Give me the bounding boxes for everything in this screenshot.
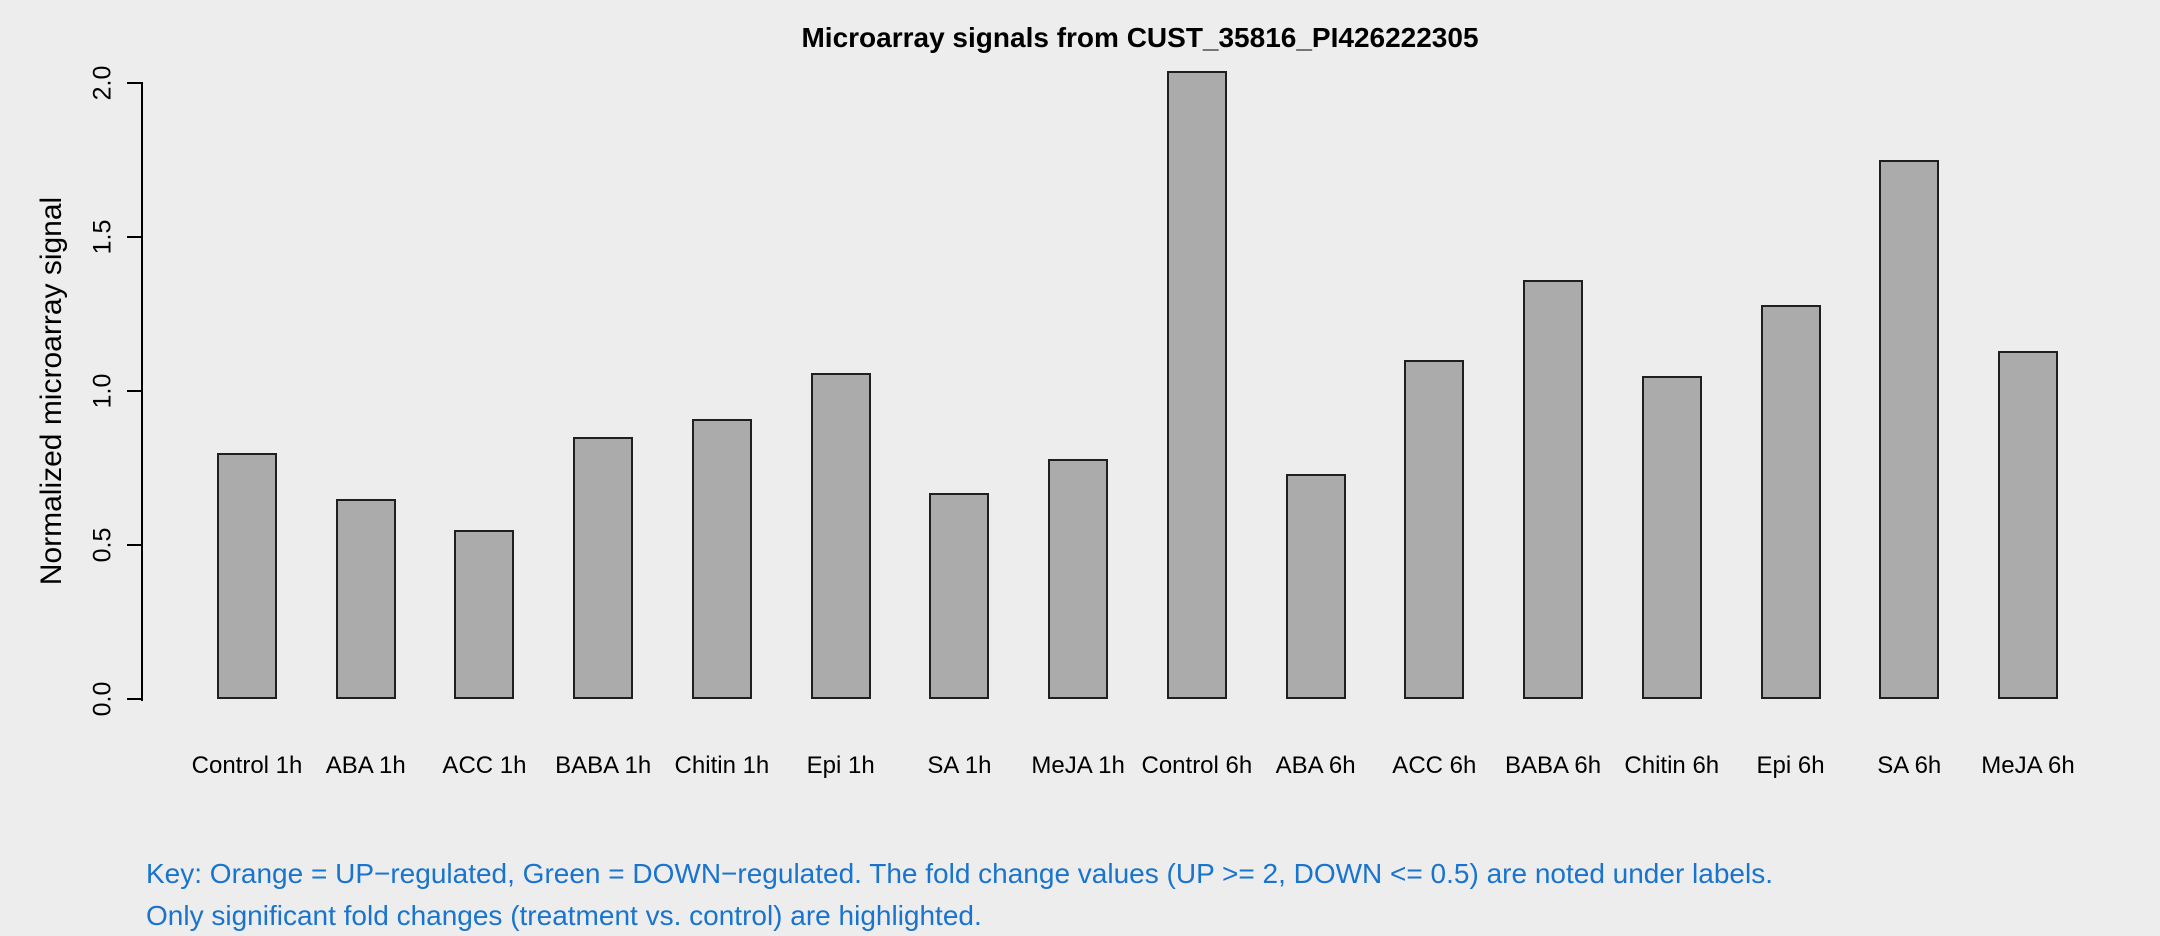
chart-title: Microarray signals from CUST_35816_PI426… (801, 22, 1479, 53)
y-tick-0.0 (127, 698, 142, 700)
x-axis-label-baba-1h: BABA 1h (555, 752, 652, 779)
x-axis-label-meja-1h: MeJA 1h (1031, 752, 1125, 779)
bar-acc-1h (454, 529, 515, 699)
y-tick-1.5 (127, 236, 142, 238)
y-tick-label-2.0: 2.0 (88, 65, 117, 101)
x-axis-label-control-6h: Control 6h (1141, 752, 1253, 779)
key-legend-line-2: Only significant fold changes (treatment… (146, 900, 982, 931)
x-axis-label-aba-6h: ABA 6h (1275, 752, 1356, 779)
bar-sa-1h (929, 492, 990, 699)
x-axis-label-aba-1h: ABA 1h (325, 752, 406, 779)
x-axis-label-sa-6h: SA 6h (1877, 752, 1942, 779)
bar-sa-6h (1879, 160, 1940, 699)
y-tick-label-0.5: 0.5 (88, 527, 117, 563)
bar-chitin-1h (691, 418, 752, 699)
y-tick-0.5 (127, 544, 142, 546)
bar-epi-6h (1760, 304, 1821, 699)
bar-meja-6h (1997, 350, 2058, 699)
x-axis-label-chitin-6h: Chitin 6h (1624, 752, 1720, 779)
x-axis-label-epi-6h: Epi 6h (1756, 752, 1825, 779)
bar-aba-6h (1285, 474, 1346, 699)
x-axis-label-acc-6h: ACC 6h (1392, 752, 1477, 779)
bar-baba-1h (573, 437, 634, 699)
bar-acc-6h (1404, 360, 1465, 699)
bar-aba-1h (335, 498, 396, 699)
y-axis-title: Normalized microarray signal (35, 196, 68, 586)
x-axis-label-control-1h: Control 1h (191, 752, 303, 779)
bar-epi-1h (810, 372, 871, 699)
bar-control-1h (217, 452, 277, 699)
y-tick-2.0 (127, 82, 142, 84)
y-axis-line (141, 82, 143, 701)
bar-chitin-6h (1641, 375, 1702, 699)
x-axis-label-baba-6h: BABA 6h (1505, 752, 1602, 779)
bar-control-6h (1166, 70, 1227, 699)
key-legend-line-1: Key: Orange = UP−regulated, Green = DOWN… (146, 858, 1773, 889)
bar-meja-1h (1048, 458, 1109, 699)
x-axis-label-chitin-1h: Chitin 1h (674, 752, 770, 779)
x-axis-label-sa-1h: SA 1h (927, 752, 992, 779)
y-tick-label-1.0: 1.0 (88, 373, 117, 409)
bar-baba-6h (1523, 280, 1584, 699)
x-axis-label-meja-6h: MeJA 6h (1981, 752, 2075, 779)
y-tick-1.0 (127, 390, 142, 392)
x-axis-label-epi-1h: Epi 1h (806, 752, 875, 779)
y-tick-label-1.5: 1.5 (88, 219, 117, 255)
x-axis-label-acc-1h: ACC 1h (442, 752, 527, 779)
y-tick-label-0.0: 0.0 (88, 681, 117, 717)
